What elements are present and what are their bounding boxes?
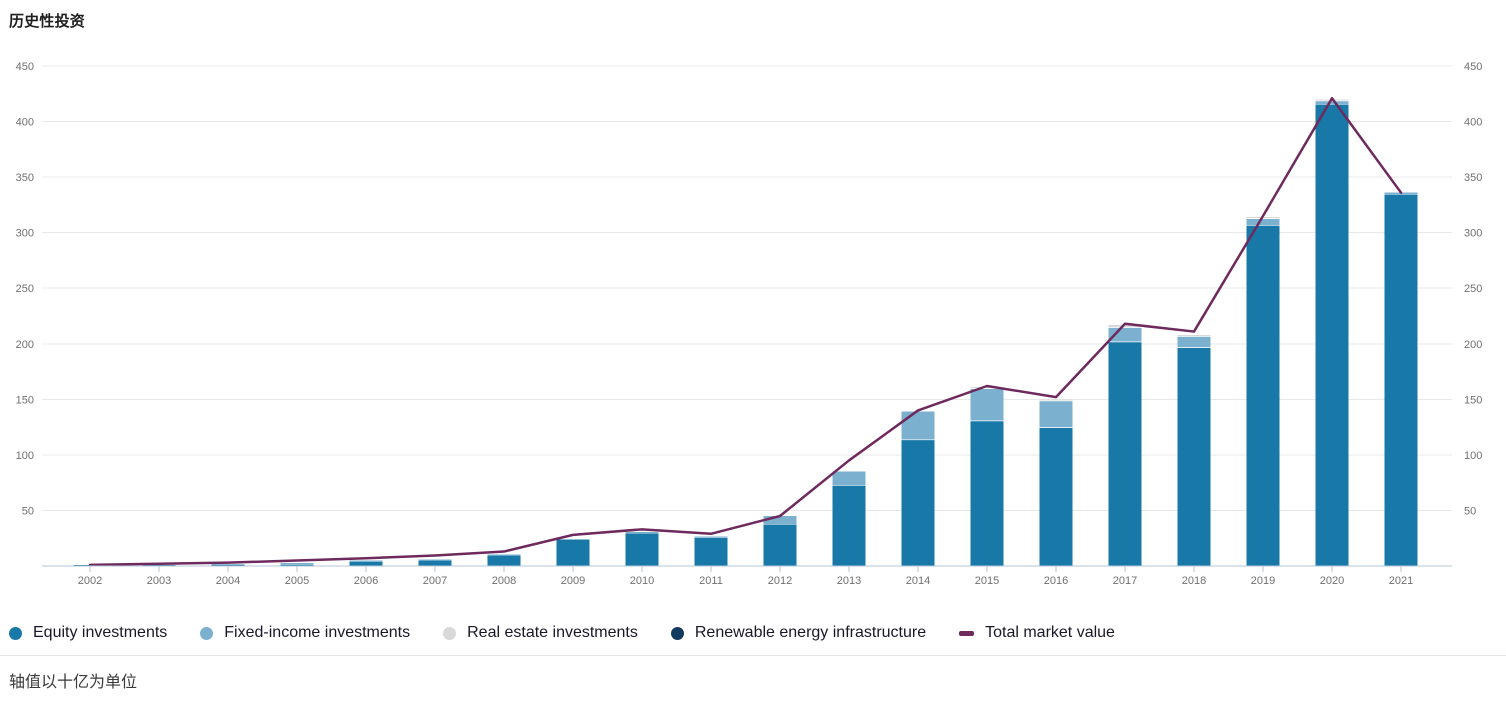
svg-text:50: 50 <box>22 505 34 517</box>
bar-2010[interactable] <box>625 531 659 566</box>
svg-text:2016: 2016 <box>1044 575 1068 587</box>
svg-text:2011: 2011 <box>699 575 723 587</box>
svg-text:2014: 2014 <box>906 575 930 587</box>
svg-text:2006: 2006 <box>354 575 378 587</box>
legend-item-equity[interactable]: Equity investments <box>9 624 167 642</box>
bar-2020[interactable] <box>1315 99 1349 567</box>
legend-label: Total market value <box>985 624 1115 641</box>
bar-2013[interactable] <box>832 471 866 566</box>
svg-text:150: 150 <box>16 394 34 406</box>
legend-item-total-market-value[interactable]: Total market value <box>959 624 1115 642</box>
svg-text:2004: 2004 <box>216 575 240 587</box>
equity-legend-marker-icon <box>9 626 22 640</box>
bar-2019[interactable] <box>1246 217 1280 566</box>
chart-legend: Equity investments Fixed-income investme… <box>9 618 1115 648</box>
bar-2017[interactable] <box>1108 324 1142 566</box>
total-market-value-line <box>88 96 1403 567</box>
svg-text:400: 400 <box>16 117 34 129</box>
svg-text:350: 350 <box>1464 172 1482 184</box>
axis-units-footnote: 轴值以十亿为单位 <box>9 674 138 691</box>
bar-2005[interactable] <box>280 563 314 566</box>
bar-2009[interactable] <box>556 539 590 566</box>
svg-text:2015: 2015 <box>975 575 999 587</box>
svg-text:2017: 2017 <box>1113 575 1137 587</box>
svg-text:450: 450 <box>1464 61 1482 73</box>
svg-text:100: 100 <box>1464 450 1482 462</box>
svg-text:2019: 2019 <box>1251 575 1275 587</box>
legend-label: Real estate investments <box>467 624 638 641</box>
svg-text:250: 250 <box>1464 283 1482 295</box>
svg-text:100: 100 <box>16 450 34 462</box>
bar-2003[interactable] <box>142 564 176 566</box>
svg-text:400: 400 <box>1464 117 1482 129</box>
bar-2008[interactable] <box>487 554 521 566</box>
svg-text:250: 250 <box>16 283 34 295</box>
bar-2012[interactable] <box>763 516 797 566</box>
svg-text:2005: 2005 <box>285 575 309 587</box>
x-axis-labels: 2002 2003 2004 2005 2006 2007 2008 2009 2010 2011… <box>78 575 1413 587</box>
svg-text:200: 200 <box>16 339 34 351</box>
chart-title: 历史性投资 <box>9 13 86 30</box>
bar-2006[interactable] <box>349 560 383 566</box>
svg-text:50: 50 <box>1464 505 1476 517</box>
svg-text:2021: 2021 <box>1389 575 1413 587</box>
real-estate-legend-marker-icon <box>443 626 457 640</box>
legend-label: Renewable energy infrastructure <box>694 624 927 641</box>
svg-text:300: 300 <box>1464 228 1482 240</box>
svg-text:150: 150 <box>1464 394 1482 406</box>
bar-2007[interactable] <box>418 559 452 566</box>
bar-2018[interactable] <box>1177 334 1211 566</box>
bar-2021[interactable] <box>1384 192 1418 566</box>
bar-2004[interactable] <box>211 564 245 566</box>
investment-chart: 50 50 100 100 150 150 200 200 250 250 300 300 350 350… <box>16 61 1483 587</box>
x-axis <box>42 565 1452 572</box>
renewable-legend-marker-icon <box>670 626 684 640</box>
svg-text:200: 200 <box>1464 339 1482 351</box>
svg-text:2003: 2003 <box>147 575 171 587</box>
svg-text:2013: 2013 <box>837 575 861 587</box>
bar-2015[interactable] <box>970 387 1004 566</box>
legend-item-fixed-income[interactable]: Fixed-income investments <box>200 624 410 642</box>
svg-text:2002: 2002 <box>78 575 102 587</box>
svg-text:2020: 2020 <box>1320 575 1344 587</box>
bar-2016[interactable] <box>1039 399 1073 566</box>
total-market-value-legend-marker-icon <box>959 630 975 636</box>
footer-divider <box>0 655 1506 656</box>
bar-2014[interactable] <box>901 411 935 566</box>
svg-text:2012: 2012 <box>768 575 792 587</box>
svg-text:2018: 2018 <box>1182 575 1206 587</box>
svg-text:2008: 2008 <box>492 575 516 587</box>
legend-item-real-estate[interactable]: Real estate investments <box>443 624 638 642</box>
svg-text:2007: 2007 <box>423 575 447 587</box>
y-axis-labels: 50 50 100 100 150 150 200 200 250 250 300 300 350 350… <box>16 61 1483 517</box>
svg-text:300: 300 <box>16 228 34 240</box>
y-gridlines <box>42 65 1452 511</box>
svg-text:450: 450 <box>16 61 34 73</box>
legend-label: Equity investments <box>33 624 168 641</box>
legend-label: Fixed-income investments <box>224 624 411 641</box>
fixed-income-legend-marker-icon <box>200 626 214 640</box>
legend-item-renewable[interactable]: Renewable energy infrastructure <box>670 624 927 642</box>
stacked-bars <box>73 99 1418 567</box>
svg-text:2010: 2010 <box>630 575 654 587</box>
bar-2011[interactable] <box>694 536 728 566</box>
svg-text:2009: 2009 <box>561 575 585 587</box>
svg-text:350: 350 <box>16 172 34 184</box>
